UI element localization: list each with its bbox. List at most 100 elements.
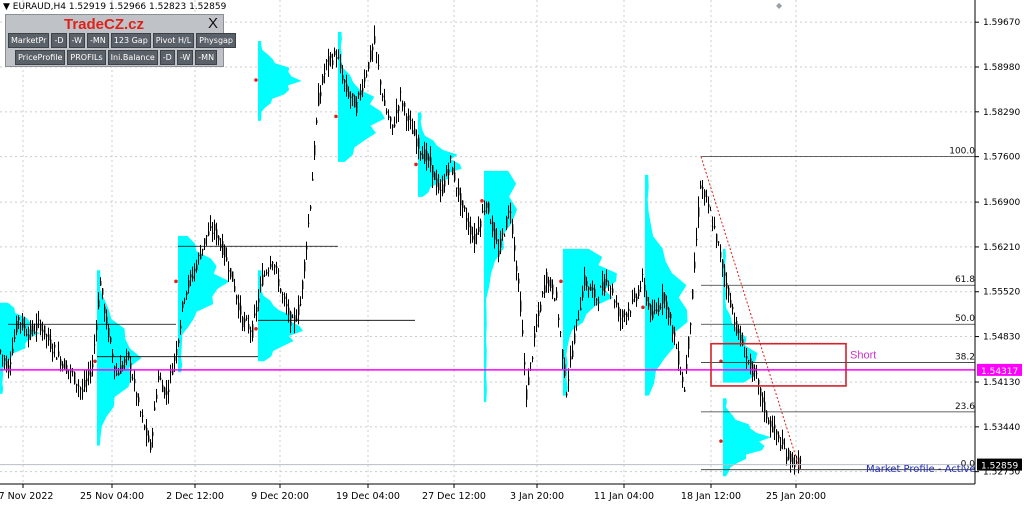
candle-body bbox=[272, 262, 274, 264]
candle-body bbox=[226, 257, 228, 261]
scroll-marker-icon[interactable]: ◆ bbox=[776, 1, 783, 10]
profils-button[interactable]: PROFILs bbox=[67, 50, 106, 65]
gap-button[interactable]: 123 Gap bbox=[110, 33, 151, 48]
profile-poc-marker bbox=[559, 279, 563, 284]
dropdown-triangle-icon[interactable]: ▼ bbox=[3, 2, 13, 12]
candle-body bbox=[168, 389, 170, 393]
candle-body bbox=[404, 102, 406, 107]
candle-body bbox=[266, 272, 268, 274]
candle-body bbox=[746, 356, 748, 359]
candle-body bbox=[144, 425, 146, 429]
candle-body bbox=[72, 371, 74, 373]
close-icon[interactable]: X bbox=[207, 15, 218, 32]
candle-body bbox=[152, 431, 154, 437]
candle-body bbox=[446, 169, 448, 176]
candle-body bbox=[58, 351, 60, 356]
candle-body bbox=[252, 324, 254, 338]
physgap-button[interactable]: Physgap bbox=[196, 33, 237, 48]
candle-body bbox=[366, 74, 368, 76]
candle-body bbox=[422, 154, 424, 159]
candle-body bbox=[736, 320, 738, 334]
ini-balance-button[interactable]: Ini.Balance bbox=[107, 50, 158, 65]
candle-body bbox=[296, 318, 298, 321]
candle-body bbox=[206, 235, 208, 237]
fib-level-label: 23.6 bbox=[955, 402, 975, 412]
candle-body bbox=[234, 286, 236, 291]
candle-body bbox=[346, 84, 348, 92]
candle-body bbox=[392, 124, 394, 128]
profile-histogram bbox=[178, 235, 230, 373]
candle-body bbox=[126, 353, 128, 355]
profile-histogram bbox=[258, 270, 303, 362]
candle-body bbox=[646, 296, 648, 302]
candle-body bbox=[20, 322, 22, 324]
candle-body bbox=[560, 332, 562, 334]
d-button[interactable]: -D bbox=[51, 33, 67, 48]
candle-body bbox=[484, 210, 486, 212]
candle-body bbox=[94, 344, 96, 346]
candle-body bbox=[678, 350, 680, 365]
candle-body bbox=[288, 307, 290, 315]
candle-body bbox=[762, 397, 764, 403]
candle-body bbox=[680, 372, 682, 374]
candle-body bbox=[154, 407, 156, 411]
candle-body bbox=[758, 379, 760, 385]
candle-body bbox=[14, 337, 16, 339]
candle-body bbox=[482, 210, 484, 213]
fibonacci-retracement[interactable]: 100.0 61.8 50.0 38.2 23.6 0.0 bbox=[700, 147, 975, 471]
w-button[interactable]: -W bbox=[68, 33, 86, 48]
short-zone-box[interactable] bbox=[710, 342, 847, 387]
candle-body bbox=[690, 323, 692, 326]
pivot-button[interactable]: Pivot H/L bbox=[152, 33, 195, 48]
candle-body bbox=[310, 206, 312, 209]
candle-body bbox=[604, 279, 606, 293]
candle-body bbox=[388, 115, 390, 119]
candle-body bbox=[710, 209, 712, 211]
candle-body bbox=[586, 280, 588, 287]
candle-body bbox=[210, 225, 212, 229]
candle-body bbox=[694, 261, 696, 269]
y-tick-label: 1.58290 bbox=[983, 108, 1020, 118]
priceprofile-button[interactable]: PriceProfile bbox=[15, 50, 66, 65]
candle-body bbox=[460, 193, 462, 206]
candle-body bbox=[128, 352, 130, 358]
candle-body bbox=[52, 351, 54, 354]
candle-body bbox=[668, 308, 670, 318]
mn-button-2[interactable]: -MN bbox=[195, 50, 218, 65]
candle-body bbox=[688, 336, 690, 349]
candle-body bbox=[178, 339, 180, 344]
candle-body bbox=[124, 359, 126, 363]
w-button-2[interactable]: -W bbox=[176, 50, 194, 65]
candle-body bbox=[548, 279, 550, 287]
candle-body bbox=[230, 268, 232, 278]
y-tick-label: 1.59670 bbox=[983, 18, 1020, 28]
fib-trend-line bbox=[700, 156, 801, 470]
candle-body bbox=[600, 286, 602, 288]
candle-body bbox=[394, 124, 396, 127]
candle-body bbox=[706, 195, 708, 197]
magenta-price-tag bbox=[977, 363, 1022, 376]
candle-body bbox=[108, 327, 110, 338]
level-lines bbox=[8, 245, 415, 358]
candle-body bbox=[418, 137, 420, 149]
marketpr-button[interactable]: MarketPr bbox=[8, 33, 50, 48]
candle-body bbox=[638, 289, 640, 296]
candle-body bbox=[92, 363, 94, 368]
candle-body bbox=[314, 145, 316, 156]
candle-body bbox=[556, 291, 558, 298]
candle-body bbox=[476, 232, 478, 235]
panel-row-2: PriceProfile PROFILs Ini.Balance -D -W -… bbox=[15, 50, 218, 65]
candle-body bbox=[420, 152, 422, 155]
candle-body bbox=[718, 241, 720, 243]
candle-body bbox=[204, 238, 206, 245]
candle-body bbox=[630, 311, 632, 313]
candle-body bbox=[518, 278, 520, 284]
candle-body bbox=[780, 445, 782, 449]
candle-body bbox=[224, 247, 226, 258]
market-profile-label: Market Profile - Active bbox=[866, 464, 976, 475]
d-button-2[interactable]: -D bbox=[159, 50, 175, 65]
mn-button[interactable]: -MN bbox=[87, 33, 109, 48]
candle-body bbox=[338, 57, 340, 59]
candle-body bbox=[384, 100, 386, 106]
